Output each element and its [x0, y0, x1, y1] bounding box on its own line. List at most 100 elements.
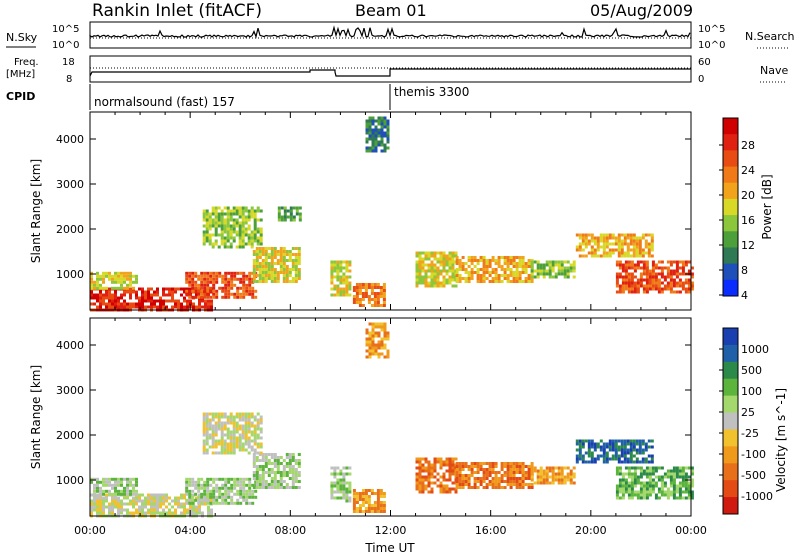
velocity-cell: [129, 483, 132, 487]
velocity-cell: [620, 439, 624, 443]
velocity-cell: [236, 477, 240, 481]
power-cell: [126, 302, 129, 306]
velocity-cell: [618, 490, 622, 494]
velocity-cell: [273, 483, 277, 486]
velocity-cell: [383, 325, 387, 329]
velocity-cell: [633, 493, 637, 497]
power-cell: [242, 289, 246, 293]
velocity-cell: [207, 511, 210, 515]
power-cell: [202, 215, 206, 219]
power-cell: [336, 293, 340, 297]
power-cell: [215, 271, 219, 275]
power-cell: [339, 269, 343, 273]
power-cell: [330, 287, 334, 291]
velocity-cell: [590, 451, 594, 455]
velocity-cell: [569, 472, 573, 476]
velocity-cell: [560, 475, 564, 479]
velocity-cell: [361, 501, 365, 504]
velocity-cell: [102, 480, 105, 484]
power-cell: [253, 212, 257, 216]
power-cell: [626, 251, 630, 255]
power-cell: [99, 299, 102, 303]
velocity-cell: [150, 499, 153, 503]
power-cell: [90, 277, 93, 281]
velocity-cell: [90, 477, 93, 481]
power-cell: [635, 242, 639, 246]
velocity-cell: [352, 492, 356, 495]
power-cell: [506, 268, 510, 271]
velocity-cell: [288, 477, 292, 480]
velocity-cell: [430, 490, 434, 494]
power-cell: [644, 245, 648, 249]
velocity-cell: [126, 508, 129, 512]
velocity-cell: [255, 468, 259, 471]
power-cell: [147, 305, 150, 309]
power-cell: [285, 274, 289, 277]
power-cell: [250, 236, 254, 240]
velocity-cell: [212, 498, 216, 502]
velocity-cell: [386, 355, 390, 359]
power-cell: [436, 269, 440, 273]
power-cell: [355, 283, 359, 286]
power-cell: [108, 287, 111, 291]
velocity-cell: [654, 481, 658, 485]
velocity-cell: [684, 496, 688, 500]
power-cell: [200, 289, 204, 293]
power-cell: [280, 206, 284, 210]
velocity-cell: [235, 427, 239, 431]
velocity-cell: [678, 484, 682, 488]
power-cell: [210, 302, 213, 306]
velocity-cell: [621, 475, 625, 479]
velocity-cell: [248, 480, 252, 484]
power-cell: [647, 245, 651, 249]
velocity-cell: [500, 486, 504, 489]
velocity-cell: [120, 499, 123, 503]
velocity-cell: [615, 487, 619, 491]
power-cell: [135, 305, 138, 309]
velocity-cell: [239, 486, 243, 490]
velocity-cell: [206, 480, 210, 484]
power-cell: [189, 287, 192, 291]
power-cell: [482, 256, 486, 259]
power-cell: [666, 269, 670, 273]
velocity-cell: [638, 442, 642, 446]
velocity-cell: [663, 472, 667, 476]
velocity-cell: [129, 480, 132, 484]
power-cell: [380, 131, 384, 135]
velocity-cell: [445, 478, 449, 482]
power-cell: [129, 277, 132, 281]
velocity-cell: [255, 459, 259, 462]
velocity-cell: [217, 412, 221, 416]
velocity-cell: [342, 490, 346, 494]
velocity-cell: [458, 465, 462, 468]
power-cell: [506, 262, 510, 265]
velocity-cell: [253, 436, 257, 440]
power-cell: [258, 262, 262, 265]
velocity-cell: [681, 496, 685, 500]
x-axis-label: Time UT: [364, 541, 415, 554]
velocity-cell: [235, 421, 239, 425]
power-cell: [238, 233, 242, 237]
power-cell: [210, 299, 213, 303]
power-cell: [168, 287, 171, 291]
velocity-cell: [236, 492, 240, 496]
velocity-cell: [147, 493, 150, 497]
velocity-cell: [126, 489, 129, 493]
power-cell: [524, 262, 528, 265]
power-cell: [672, 269, 676, 273]
velocity-cell: [339, 472, 343, 476]
power-cell: [229, 212, 233, 216]
power-cell: [421, 251, 425, 255]
velocity-cell: [227, 486, 231, 490]
velocity-cell: [365, 340, 369, 344]
power-cell: [418, 266, 422, 270]
velocity-cell: [644, 448, 648, 452]
power-cell: [575, 245, 579, 249]
power-cell: [386, 128, 390, 132]
power-cell: [233, 295, 237, 299]
power-cell: [114, 277, 117, 281]
velocity-cell: [382, 507, 386, 510]
velocity-cell: [627, 490, 631, 494]
velocity-cell: [144, 511, 147, 515]
